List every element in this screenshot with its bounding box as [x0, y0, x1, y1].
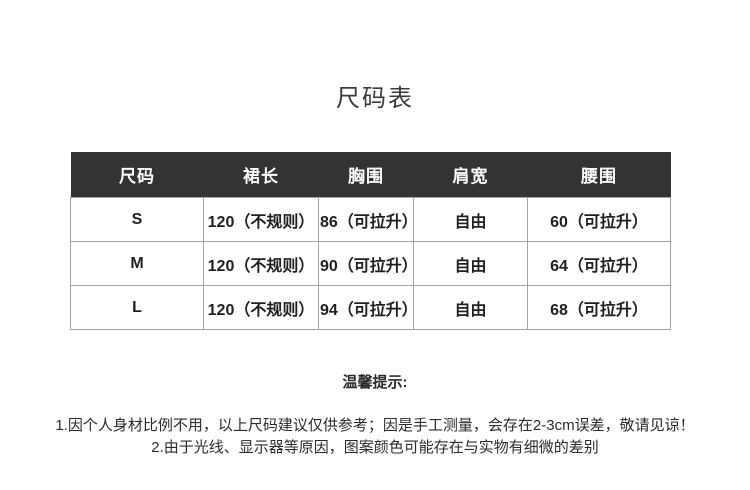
cell-bust: 94（可拉升） [318, 285, 418, 330]
table-row-s: S 120（不规则） 86（可拉升） 自由 60（可拉升） [70, 197, 671, 242]
notes-section: 温馨提示: 1.因个人身材比例不用，以上尺码建议仅供参考；因是手工测量，会存在2… [0, 374, 750, 459]
notes-heading: 温馨提示: [342, 374, 408, 391]
cell-bust: 86（可拉升） [318, 197, 418, 242]
note-line-2: 2.由于光线、显示器等原因，图案颜色可能存在与实物有细微的差别 [151, 439, 599, 456]
cell-skirt-length: 120（不规则） [203, 197, 319, 242]
cell-shoulder-width: 自由 [413, 197, 528, 242]
col-header-size: 尺码 [70, 152, 204, 198]
cell-waist: 64（可拉升） [527, 241, 671, 286]
cell-size: L [70, 285, 204, 330]
cell-shoulder-width: 自由 [413, 241, 528, 286]
col-header-waist: 腰围 [527, 152, 671, 198]
cell-waist: 60（可拉升） [527, 197, 671, 242]
note-line-1: 1.因个人身材比例不用，以上尺码建议仅供参考；因是手工测量，会存在2-3cm误差… [55, 417, 695, 434]
cell-shoulder-width: 自由 [413, 285, 528, 330]
col-header-shoulder-width: 肩宽 [413, 152, 528, 198]
cell-skirt-length: 120（不规则） [203, 241, 319, 286]
cell-size: S [70, 197, 204, 242]
col-header-bust: 胸围 [318, 152, 414, 198]
table-row-l: L 120（不规则） 94（可拉升） 自由 68（可拉升） [70, 285, 671, 330]
table-header-row: 尺码 裙长 胸围 肩宽 腰围 [70, 152, 671, 198]
cell-size: M [70, 241, 204, 286]
size-chart-table: 尺码 裙长 胸围 肩宽 腰围 S 120（不规则） 86（可拉升） 自由 60（… [70, 152, 671, 330]
table-row-m: M 120（不规则） 90（可拉升） 自由 64（可拉升） [70, 241, 671, 286]
cell-waist: 68（可拉升） [527, 285, 671, 330]
cell-skirt-length: 120（不规则） [203, 285, 319, 330]
cell-bust: 90（可拉升） [318, 241, 418, 286]
page-title: 尺码表 [336, 85, 414, 112]
col-header-skirt-length: 裙长 [203, 152, 319, 198]
